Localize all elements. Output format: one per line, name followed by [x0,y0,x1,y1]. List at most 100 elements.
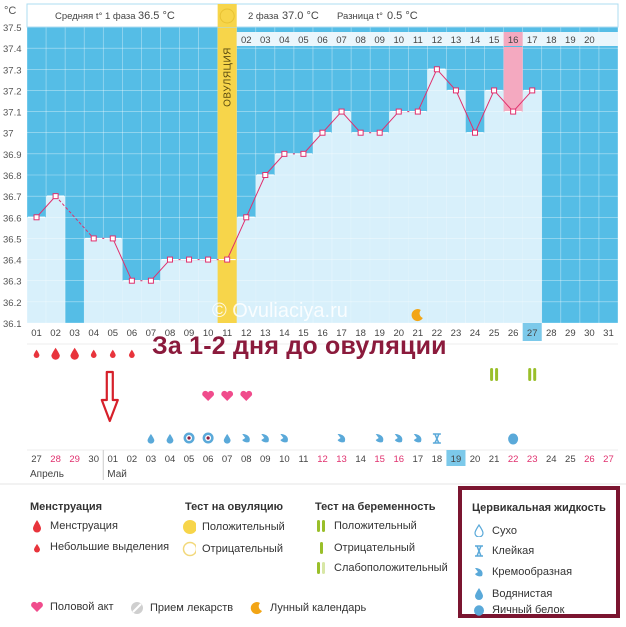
top-day-labels: 02 03 04 05 06 07 08 09 10 11 12 13 14 15 16 17 18 19 20 [236,32,619,46]
cycle-day-label: 10 [203,328,214,339]
temperature-segment [150,259,171,282]
water-drop-icon [472,587,486,600]
y-tick-label: 36.7 [3,192,22,203]
date-label: 21 [489,454,500,465]
cycle-day-label: 29 [565,328,576,339]
y-tick-label: 36.4 [3,256,22,267]
temperature-point [452,87,459,94]
temperature-point [205,256,212,263]
annotation-text: За 1-2 дня до овуляции [152,332,447,360]
temperature-bar [465,132,485,323]
legend-label: Положительный [334,520,417,532]
temperature-segment [436,68,457,91]
temperature-point [109,235,116,242]
temperature-point [262,172,269,178]
temperature-segment [245,174,266,218]
temperature-segment [512,90,533,112]
temperature-point [186,256,193,263]
temperature-point [376,129,383,136]
legend-label: Сухо [492,524,517,537]
y-tick-label: 36.2 [3,298,22,309]
temperature-point [128,277,135,284]
temperature-line: © Ovuliaciya.ru [28,66,541,322]
temperature-bar [160,259,180,323]
temperature-point [357,129,364,136]
cycle-day-label: 25 [489,328,500,339]
top-day-label: 04 [279,35,290,46]
temperature-point [90,235,97,242]
date-label: 07 [222,454,233,465]
y-axis-ticks: °C 37.5 37.4 37.3 37.2 37.1 37 36.9 36.8 36.7 36.6… [3,5,22,330]
arrow-down-icon [100,370,119,423]
temperature-point [166,256,173,263]
legend-label: Слабоположительный [334,562,448,574]
menstruation-drop [51,347,60,360]
date-label: 03 [146,454,157,465]
phase2-value: 37.0 °C [282,10,319,22]
cycle-day-highlight [522,323,542,341]
legend-cervical-watery: Водянистая [472,587,552,600]
marker-rows [33,347,537,445]
empty-drop-icon [472,524,486,537]
date-label: 13 [336,454,347,465]
cycle-day-label: 30 [584,328,595,339]
menstruation-drop [70,347,79,360]
cycle-day-label: 18 [355,328,366,339]
egg-drop-icon [472,604,486,616]
y-tick-label: 36.6 [3,213,22,224]
temperature-segment [226,217,247,260]
heart-marker [240,390,253,401]
legend-label: Клейкая [492,545,535,557]
cycle-day-label: 04 [88,328,99,339]
top-day-label: 15 [489,35,500,46]
legend-menstruation-item: Менструация [30,519,118,533]
y-tick-label: 36.9 [3,150,22,161]
cycle-day-label: 06 [127,328,138,339]
mucus-creamy [394,434,403,443]
temperature-point [52,193,59,200]
legend-label: Отрицательный [202,543,283,555]
ovtest-bar [528,368,532,381]
day-axis: 01 02 03 04 05 06 07 08 09 10 11 12 13 14 15 16 17 18 19 20… [27,323,618,345]
ovtest-bar [533,368,537,381]
temperature-bar [446,90,466,323]
legend-medication: Прием лекарств [130,601,233,615]
cycle-day-label: 27 [527,328,538,339]
watermark-text: © Ovuliaciya.ru [212,300,348,322]
date-label: 28 [50,454,61,465]
cycle-day-label: 15 [298,328,309,339]
temperature-segment [55,195,95,239]
mucus-creamy [375,434,384,443]
top-day-label: 09 [374,35,385,46]
top-day-label: 12 [432,35,443,46]
date-label: 26 [584,454,595,465]
mucus-watery [223,433,231,444]
legend-spotting-item: Небольшие выделения [30,541,169,553]
date-label: 12 [317,454,328,465]
date-label: 09 [260,454,271,465]
small-drop-icon [30,541,44,553]
top-day-label: 08 [355,35,366,46]
legend-cervical-sticky: Клейкая [472,545,534,557]
mucus-creamy [337,434,346,443]
cycle-day-label: 05 [108,328,119,339]
double-bar-icon [314,519,328,533]
mucus-blob [508,433,519,445]
top-day-label: 05 [298,35,309,46]
date-label: 04 [165,454,176,465]
mucus-watery [147,433,155,444]
cycle-day-label: 21 [413,328,424,339]
special-columns: ОВУЛЯЦИЯ [217,4,523,323]
legend-label: Положительный [202,521,285,533]
date-label: 05 [184,454,195,465]
temperature-point [491,87,498,94]
top-day-label: 19 [565,35,576,46]
date-label: 22 [508,454,519,465]
ovtest-bar [490,368,494,381]
temperature-bar [351,132,371,323]
mucus-creamy [280,434,288,443]
legend-cervical-dry: Сухо [472,524,517,537]
mucus-sticky [432,433,441,444]
chart-header: Средняя t° 1 фаза 36.5 °C 2 фаза 37.0 °C Раз… [26,3,619,46]
temperature-point [338,108,345,115]
